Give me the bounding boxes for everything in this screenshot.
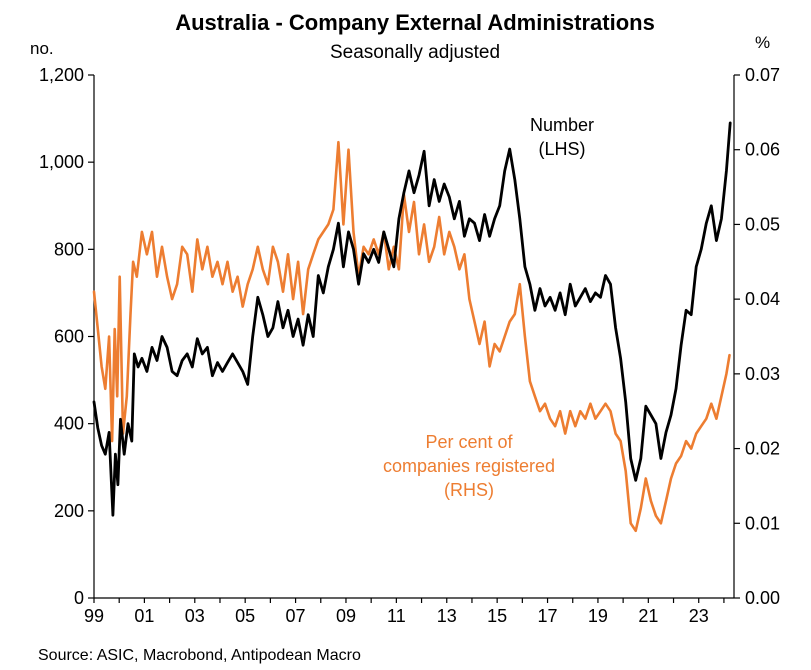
right-axis-tick-label: 0.06: [745, 140, 780, 160]
x-axis-tick-label: 13: [437, 606, 457, 626]
right-axis-ticks: 0.00 0.01 0.02 0.03 0.04 0.05 0.06 0.07: [734, 65, 780, 608]
left-axis-tick-label: 0: [74, 588, 84, 608]
left-axis-tick-label: 1,200: [39, 65, 84, 85]
percent-annotation-line-3: (RHS): [444, 480, 494, 500]
x-axis-tick-label: 01: [134, 606, 154, 626]
percent-annotation-line-2: companies registered: [383, 456, 555, 476]
percent-annotation: Per cent of companies registered (RHS): [383, 432, 555, 500]
x-axis-tick-label: 03: [185, 606, 205, 626]
right-axis-unit: %: [755, 33, 770, 52]
left-axis-tick-label: 800: [54, 239, 84, 259]
percent-annotation-line-1: Per cent of: [425, 432, 513, 452]
series-layer: [92, 121, 732, 533]
x-axis-tick-label: 07: [286, 606, 306, 626]
right-axis-tick-label: 0.02: [745, 439, 780, 459]
left-axis-ticks: 0 200 400 600 800 1,000 1,200: [39, 65, 94, 608]
chart-title: Australia - Company External Administrat…: [175, 10, 655, 35]
percent-series-line: [92, 140, 731, 533]
left-axis-unit: no.: [30, 39, 54, 58]
right-axis-tick-label: 0.01: [745, 513, 780, 533]
chart-source: Source: ASIC, Macrobond, Antipodean Macr…: [38, 647, 361, 664]
x-axis-tick-label: 21: [638, 606, 658, 626]
x-axis-tick-label: 05: [235, 606, 255, 626]
number-annotation-line-2: (LHS): [538, 139, 585, 159]
left-axis-tick-label: 200: [54, 501, 84, 521]
right-axis-tick-label: 0.05: [745, 214, 780, 234]
left-axis-tick-label: 600: [54, 327, 84, 347]
x-axis-tick-label: 19: [588, 606, 608, 626]
right-axis-tick-label: 0.07: [745, 65, 780, 85]
x-axis-tick-label: 15: [487, 606, 507, 626]
x-axis-tick-label: 99: [84, 606, 104, 626]
left-axis-tick-label: 1,000: [39, 152, 84, 172]
x-axis-ticks: 99 01 03 05 07 09 11 13 15 17 19 21 23: [84, 598, 725, 626]
left-axis-tick-label: 400: [54, 414, 84, 434]
right-axis-tick-label: 0.03: [745, 364, 780, 384]
right-axis-tick-label: 0.04: [745, 289, 780, 309]
x-axis-tick-label: 17: [538, 606, 558, 626]
number-series-line: [92, 121, 732, 517]
number-annotation: Number (LHS): [530, 115, 594, 159]
number-annotation-line-1: Number: [530, 115, 594, 135]
x-axis-tick-label: 23: [689, 606, 709, 626]
x-axis-tick-label: 09: [336, 606, 356, 626]
x-axis-tick-label: 11: [387, 606, 406, 626]
chart-subtitle: Seasonally adjusted: [330, 42, 500, 63]
right-axis-tick-label: 0.00: [745, 588, 780, 608]
